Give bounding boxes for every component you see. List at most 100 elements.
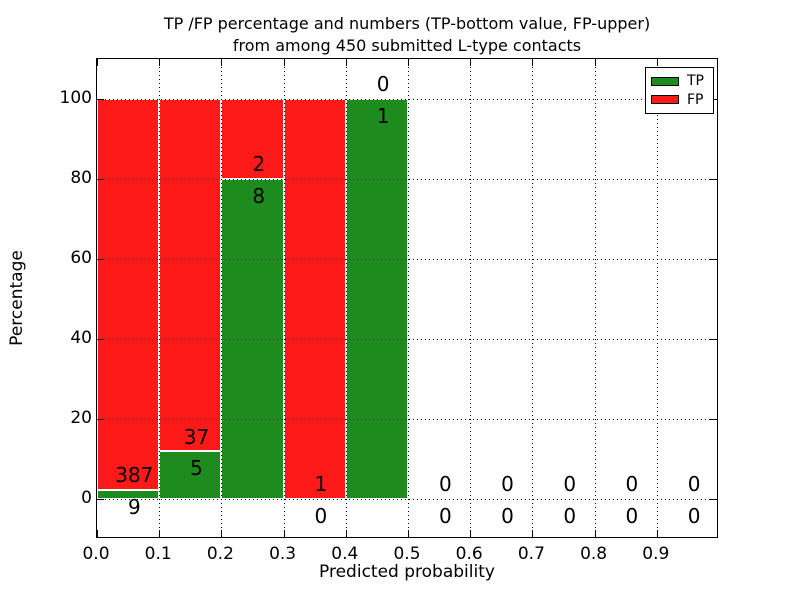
- y-tick-mark: [710, 259, 717, 260]
- x-tick-mark: [283, 530, 285, 537]
- gridline-vertical: [221, 59, 223, 537]
- y-tick-mark: [710, 419, 717, 420]
- y-tick-mark: [710, 339, 717, 340]
- annotation-tp-count: 0: [687, 503, 701, 528]
- x-tick-mark: [408, 59, 409, 66]
- x-tick-mark: [408, 530, 409, 537]
- x-tick-mark: [656, 530, 658, 537]
- bar-segment-fp: [159, 99, 222, 452]
- legend-item-tp: TP: [651, 74, 708, 88]
- x-tick-label: 0.1: [144, 544, 172, 564]
- y-tick-mark: [710, 499, 717, 500]
- annotation-fp-count: 0: [563, 472, 577, 497]
- y-tick-label: 20: [70, 408, 92, 428]
- annotation-fp-count: 2: [252, 152, 266, 177]
- x-tick-mark: [283, 59, 285, 66]
- annotation-fp-count: 0: [376, 72, 390, 97]
- x-tick-mark: [221, 530, 223, 537]
- bar-segment-tp: [97, 489, 160, 499]
- y-tick-label: 40: [70, 328, 92, 348]
- y-tick-mark: [97, 419, 104, 420]
- annotation-tp-count: 9: [127, 494, 141, 519]
- chart-title: TP /FP percentage and numbers (TP-bottom…: [96, 13, 718, 57]
- annotation-fp-count: 0: [438, 472, 452, 497]
- y-tick-mark: [97, 179, 104, 180]
- legend-label-tp: TP: [687, 73, 704, 90]
- chart-title-line2: from among 450 submitted L-type contacts: [232, 36, 582, 55]
- y-tick-label: 100: [59, 88, 92, 108]
- x-tick-mark: [532, 530, 534, 537]
- x-tick-mark: [470, 59, 472, 66]
- x-tick-mark: [159, 530, 161, 537]
- x-tick-mark: [345, 59, 347, 66]
- x-tick-mark: [221, 59, 223, 66]
- x-tick-label: 0.8: [580, 544, 608, 564]
- annotation-fp-count: 387: [115, 463, 154, 488]
- y-tick-label: 0: [81, 488, 92, 508]
- y-tick-label: 80: [70, 168, 92, 188]
- gridline-horizontal: [97, 499, 717, 500]
- gridline-vertical: [345, 59, 347, 537]
- x-tick-mark: [97, 530, 98, 537]
- x-tick-label: 0.7: [517, 544, 545, 564]
- annotation-tp-count: 8: [252, 183, 266, 208]
- x-tick-mark: [594, 530, 596, 537]
- annotation-fp-count: 1: [314, 472, 328, 497]
- legend-swatch-fp-icon: [651, 95, 679, 105]
- y-axis-label: Percentage: [7, 250, 27, 346]
- y-tick-mark: [97, 259, 104, 260]
- bar-segment-fp: [97, 99, 160, 490]
- gridline-vertical: [594, 59, 596, 537]
- x-tick-mark: [345, 530, 347, 537]
- x-tick-mark: [159, 59, 161, 66]
- gridline-horizontal: [97, 339, 717, 340]
- x-tick-mark: [97, 59, 98, 66]
- x-tick-label: 0.4: [331, 544, 359, 564]
- legend-item-fp: FP: [651, 93, 708, 107]
- bar-segment-tp: [159, 451, 222, 499]
- x-axis-label: Predicted probability: [319, 562, 495, 582]
- legend: TP FP: [645, 67, 714, 114]
- x-tick-label: 0.3: [269, 544, 297, 564]
- x-tick-label: 0.6: [455, 544, 483, 564]
- y-tick-mark: [97, 499, 104, 500]
- annotation-fp-count: 0: [687, 472, 701, 497]
- gridline-vertical: [532, 59, 534, 537]
- y-tick-label: 60: [70, 248, 92, 268]
- bar-segment-fp: [283, 99, 346, 499]
- y-tick-mark: [710, 179, 717, 180]
- gridline-horizontal: [97, 419, 717, 420]
- gridline-vertical: [470, 59, 472, 537]
- annotation-tp-count: 0: [563, 503, 577, 528]
- x-tick-label: 0.0: [82, 544, 110, 564]
- annotation-fp-count: 0: [625, 472, 639, 497]
- annotation-tp-count: 0: [438, 503, 452, 528]
- x-tick-mark: [656, 59, 658, 66]
- annotation-fp-count: 37: [183, 424, 210, 449]
- gridline-horizontal: [97, 99, 717, 100]
- gridline-horizontal: [97, 259, 717, 260]
- x-tick-mark: [532, 59, 534, 66]
- annotation-tp-count: 1: [376, 103, 390, 128]
- x-tick-mark: [470, 530, 472, 537]
- y-tick-mark: [97, 99, 104, 100]
- x-tick-mark: [594, 59, 596, 66]
- x-tick-label: 0.5: [393, 544, 421, 564]
- gridline-vertical: [408, 59, 409, 537]
- annotation-tp-count: 0: [625, 503, 639, 528]
- x-tick-label: 0.9: [642, 544, 670, 564]
- annotation-tp-count: 0: [314, 503, 328, 528]
- gridline-vertical: [159, 59, 161, 537]
- bar-segment-tp: [345, 99, 408, 499]
- legend-swatch-tp-icon: [651, 76, 679, 86]
- x-tick-label: 0.2: [206, 544, 234, 564]
- annotation-tp-count: 0: [501, 503, 514, 528]
- y-tick-mark: [97, 339, 104, 340]
- gridline-vertical: [656, 59, 658, 537]
- legend-label-fp: FP: [687, 91, 704, 108]
- annotation-fp-count: 0: [501, 472, 514, 497]
- gridline-vertical: [283, 59, 285, 537]
- annotation-tp-count: 5: [190, 456, 203, 481]
- gridline-horizontal: [97, 179, 717, 180]
